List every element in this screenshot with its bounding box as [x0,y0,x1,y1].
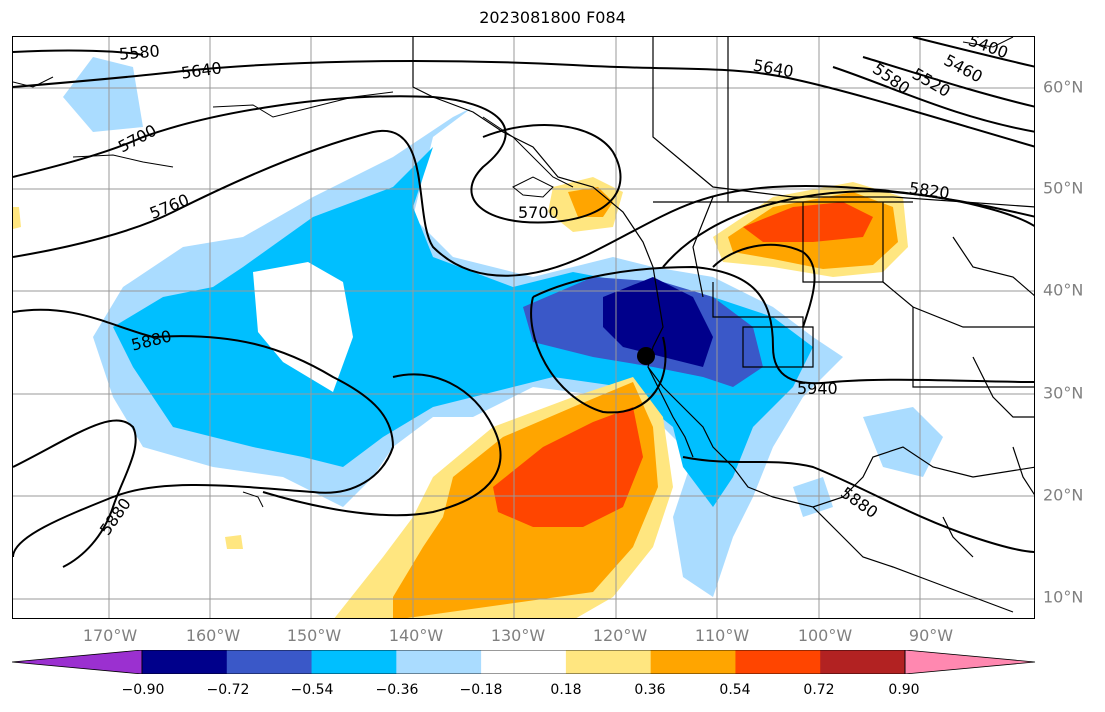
contour-5820 [662,190,1034,268]
colorbar-segment [142,650,228,674]
map-canvas [13,37,1034,618]
colorbar-tick-label: 0.18 [550,682,582,698]
colorbar-segment [226,650,313,674]
colorbar-tick-label: −0.18 [459,682,503,698]
colorbar-tick-label: −0.54 [290,682,334,698]
colorbar-tick-label: −0.90 [121,682,165,698]
contour-label: 5940 [797,379,838,398]
colorbar-tick-label: 0.54 [719,682,751,698]
colorbar-tick-label: 0.36 [634,682,666,698]
lon-tick-label: 170°W [82,626,138,645]
yellow-anomaly-area [225,535,243,549]
lat-tick-label: 10°N [1043,587,1084,607]
contour-5460 [862,56,1034,108]
contour-5760 [13,129,1034,277]
lon-tick-label: 100°W [797,626,853,645]
colorbar-segment [820,650,906,674]
colorbar-segment [481,650,567,674]
map-panel: 5580 5640 5700 5760 5880 5880 5880 5700 … [12,36,1035,619]
light-blue-anomaly-area [863,407,943,477]
colorbar [12,650,1036,674]
height-contours [13,37,1034,568]
colorbar-segment [735,650,821,674]
colorbar-segment [650,650,736,674]
contour-5940 [532,265,1034,385]
lon-tick-label: 150°W [286,626,342,645]
lon-tick-label: 90°W [908,626,954,645]
lon-tick-label: 110°W [694,626,750,645]
contour-5880 [13,308,395,558]
colorbar-extend-min [12,650,143,674]
colorbar-outline [141,650,906,674]
contour-5880 [13,419,137,568]
coastlines [412,37,1034,613]
contour-label: 5700 [518,203,559,222]
navy-anomaly-core [603,277,713,367]
contour-5880-south [682,456,1034,553]
anomaly-fill [13,57,943,618]
colorbar-extend-max [904,650,1036,674]
lon-tick-label: 130°W [490,626,546,645]
red-anomaly-area [493,407,643,527]
storm-center-marker [637,347,655,365]
lat-tick-label: 20°N [1043,485,1084,505]
neutral-area [253,262,353,392]
lon-tick-label: 140°W [388,626,444,645]
colorbar-tick-label: −0.36 [375,682,419,698]
lat-tick-label: 40°N [1043,280,1084,300]
contour-5580 [13,49,144,56]
colorbar-segment [311,650,397,674]
colorbar-segment [396,650,482,674]
colorbar-tick-label: 0.90 [888,682,920,698]
colorbar-tick-label: 0.72 [803,682,835,698]
colorbar-tick-label: −0.72 [206,682,250,698]
contour-5640 [13,59,1034,148]
lon-tick-label: 160°W [185,626,241,645]
contour-5820-east [712,243,816,328]
lon-tick-label: 120°W [592,626,648,645]
medium-blue-anomaly-area [113,147,813,507]
contour-5700 [13,95,622,224]
contour-label: 5580 [118,41,161,64]
red-anomaly-area [743,202,873,242]
lat-tick-label: 50°N [1043,178,1084,198]
yellow-anomaly-area [13,207,21,229]
contour-5940-loop [530,296,667,414]
colorbar-segment [565,650,652,674]
light-blue-anomaly-area [793,477,833,517]
contour-5880-east [262,373,502,517]
contour-5400 [912,37,1034,68]
lat-tick-label: 60°N [1043,77,1084,97]
contour-5520 [832,66,1034,133]
map-title: 2023081800 F084 [479,8,626,27]
light-blue-anomaly-area [63,57,143,132]
lat-tick-label: 30°N [1043,383,1084,403]
